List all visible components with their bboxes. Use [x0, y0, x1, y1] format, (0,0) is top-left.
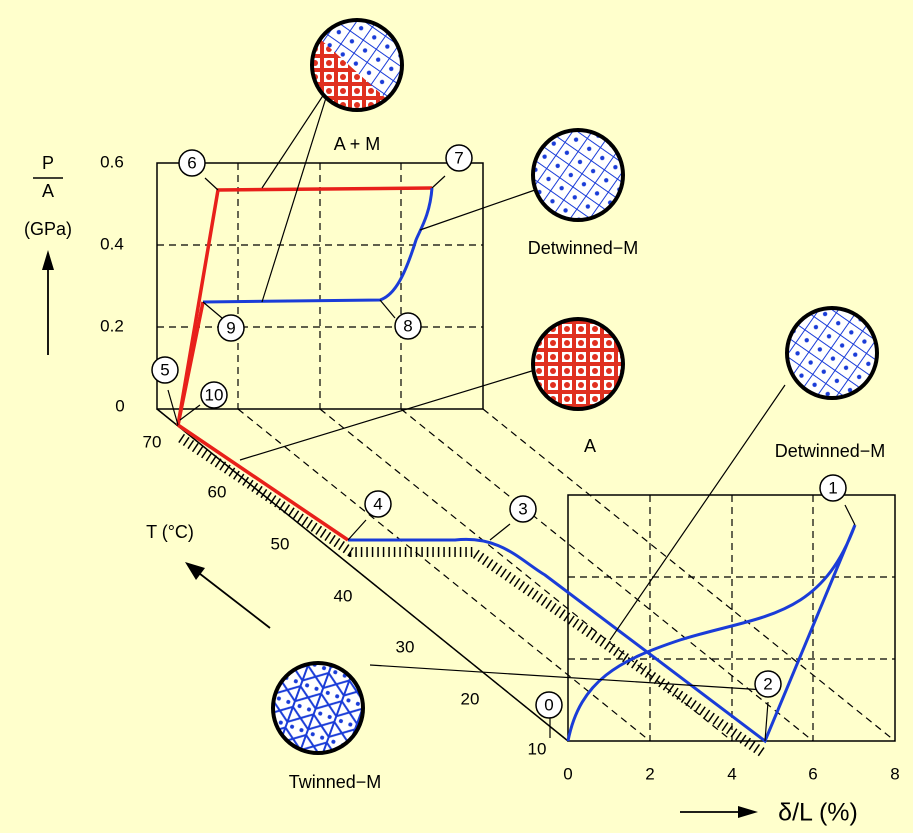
temperature-tick-label: 30 [396, 637, 415, 656]
point-label: 6 [187, 153, 196, 172]
point-label: 2 [763, 674, 772, 693]
phase-label: A + M [334, 134, 381, 154]
point-label: 10 [205, 385, 224, 404]
diagram: PA(GPa)00.20.40.670605040302010T (°C)024… [0, 0, 913, 833]
stress-label: P [42, 153, 54, 173]
temperature-tick-label: 70 [143, 432, 162, 451]
point-label: 5 [160, 360, 169, 379]
strain-label: δ/L (%) [778, 799, 858, 827]
phase-label: Detwinned−M [528, 238, 639, 258]
stress-tick-label: 0 [115, 396, 124, 415]
temperature-tick-label: 40 [334, 586, 353, 605]
stress-tick-label: 0.4 [100, 234, 124, 253]
stress-label: A [42, 181, 54, 201]
temperature-tick-label: 10 [528, 739, 547, 758]
point-label: 1 [828, 478, 837, 497]
strain-tick-label: 6 [808, 764, 817, 783]
point-label: 9 [226, 318, 235, 337]
temperature-tick-label: 50 [271, 534, 290, 553]
strain-tick-label: 8 [890, 764, 899, 783]
temperature-tick-label: 20 [461, 689, 480, 708]
stress-unit: (GPa) [24, 219, 72, 239]
stress-tick-label: 0.6 [100, 152, 124, 171]
strain-tick-label: 4 [727, 764, 736, 783]
temperature-label: T (°C) [146, 522, 194, 542]
temperature-tick-label: 60 [208, 482, 227, 501]
strain-tick-label: 2 [645, 764, 654, 783]
phase-label: A [584, 436, 596, 456]
point-label: 4 [373, 494, 382, 513]
point-label: 8 [403, 316, 412, 335]
phase-label: Twinned−M [289, 772, 382, 792]
strain-tick-label: 0 [563, 764, 572, 783]
stress-tick-label: 0.2 [100, 316, 124, 335]
phase-label: Detwinned−M [775, 441, 886, 461]
point-label: 0 [544, 695, 553, 714]
point-label: 7 [454, 148, 463, 167]
point-label: 3 [518, 499, 527, 518]
